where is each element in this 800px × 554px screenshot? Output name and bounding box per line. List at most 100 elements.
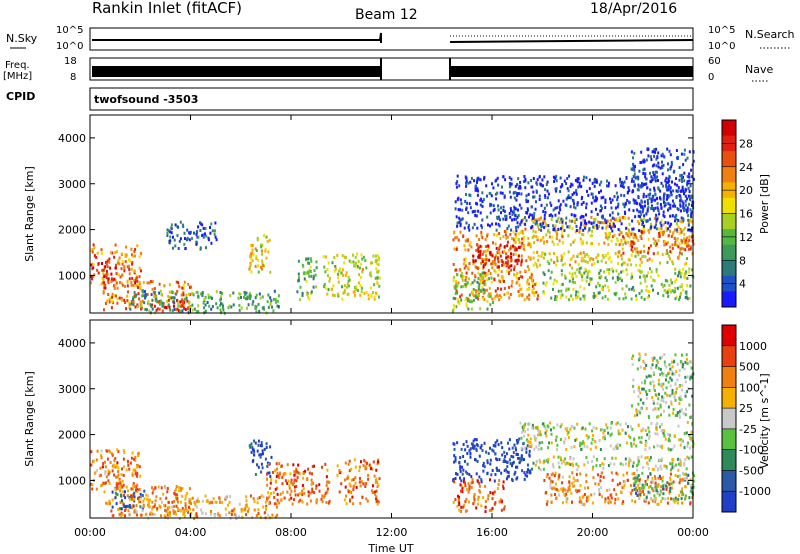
data-cell — [276, 492, 279, 496]
data-cell — [516, 280, 519, 284]
data-cell — [613, 195, 616, 198]
data-cell — [607, 501, 610, 505]
data-cell — [623, 484, 626, 487]
data-cell — [489, 224, 491, 228]
data-cell — [621, 502, 624, 505]
data-cell — [687, 441, 689, 445]
data-cell — [268, 495, 271, 499]
data-cell — [131, 473, 134, 477]
data-cell — [585, 480, 588, 484]
data-cell — [132, 300, 135, 304]
data-cell — [688, 296, 691, 300]
data-cell — [452, 304, 455, 308]
data-cell — [345, 271, 348, 275]
data-cell — [103, 281, 106, 285]
data-cell — [502, 205, 505, 209]
data-cell — [583, 175, 585, 179]
data-cell — [617, 250, 620, 254]
data-cell — [500, 270, 503, 274]
data-cell — [506, 262, 509, 266]
data-cell — [633, 172, 636, 176]
data-cell — [661, 479, 664, 483]
data-cell — [498, 268, 501, 271]
data-cell — [553, 180, 556, 183]
data-cell — [151, 500, 154, 504]
data-cell — [658, 458, 661, 462]
data-cell — [134, 468, 136, 472]
data-cell — [538, 194, 541, 198]
data-cell — [603, 429, 606, 433]
data-cell — [547, 269, 550, 273]
data-cell — [638, 357, 641, 361]
data-cell — [551, 463, 554, 467]
data-cell — [686, 444, 689, 448]
data-cell — [279, 492, 282, 496]
data-cell — [556, 206, 559, 210]
data-cell — [465, 470, 468, 474]
data-cell — [501, 263, 504, 267]
data-cell — [537, 236, 539, 240]
data-cell — [470, 475, 473, 479]
data-cell — [177, 225, 180, 229]
data-cell — [321, 500, 324, 504]
data-cell — [132, 279, 135, 282]
data-cell — [579, 237, 582, 241]
data-cell — [215, 238, 218, 242]
data-cell — [493, 297, 496, 301]
data-cell — [144, 307, 147, 311]
data-cell — [645, 461, 648, 465]
data-cell — [516, 215, 519, 219]
data-cell — [676, 183, 679, 187]
data-cell — [182, 283, 185, 287]
data-cell — [662, 373, 664, 377]
colorbar-swatch — [722, 291, 736, 308]
data-cell — [659, 189, 662, 193]
data-cell — [595, 285, 598, 289]
data-cell — [642, 192, 645, 196]
data-cell — [266, 240, 269, 243]
data-cell — [169, 513, 171, 517]
data-cell — [617, 228, 620, 231]
data-cell — [345, 502, 348, 506]
data-cell — [138, 496, 141, 500]
data-cell — [536, 238, 539, 242]
data-cell — [133, 491, 136, 495]
data-cell — [375, 489, 378, 493]
data-cell — [326, 292, 329, 296]
data-cell — [655, 164, 658, 168]
data-cell — [101, 252, 104, 255]
data-cell — [529, 242, 532, 246]
freq-strip: Freq. [MHz] 18 8 60 0 Nave — [3, 56, 773, 83]
colorbar-swatch — [722, 366, 736, 388]
data-cell — [131, 276, 134, 280]
data-cell — [633, 414, 636, 418]
data-cell — [624, 480, 626, 484]
data-cell — [674, 228, 677, 232]
data-cell — [514, 273, 517, 277]
data-cell — [553, 474, 556, 478]
data-cell — [487, 277, 490, 281]
data-cell — [581, 503, 584, 507]
data-cell — [677, 245, 680, 249]
data-cell — [542, 221, 545, 225]
data-cell — [631, 464, 634, 468]
data-cell — [518, 203, 521, 207]
data-cell — [558, 239, 561, 243]
data-cell — [482, 496, 485, 500]
data-cell — [456, 283, 459, 287]
data-cell — [610, 432, 613, 436]
data-cell — [459, 208, 462, 212]
data-cell — [648, 458, 651, 462]
data-cell — [566, 429, 568, 433]
data-cell — [195, 310, 198, 313]
data-cell — [460, 202, 463, 206]
data-cell — [680, 284, 683, 288]
data-cell — [518, 241, 521, 244]
data-cell — [362, 255, 365, 259]
data-cell — [125, 307, 128, 311]
colorbar-swatch — [722, 197, 736, 214]
data-cell — [660, 206, 663, 210]
data-cell — [582, 440, 585, 444]
data-cell — [204, 494, 207, 498]
data-cell — [321, 494, 324, 498]
